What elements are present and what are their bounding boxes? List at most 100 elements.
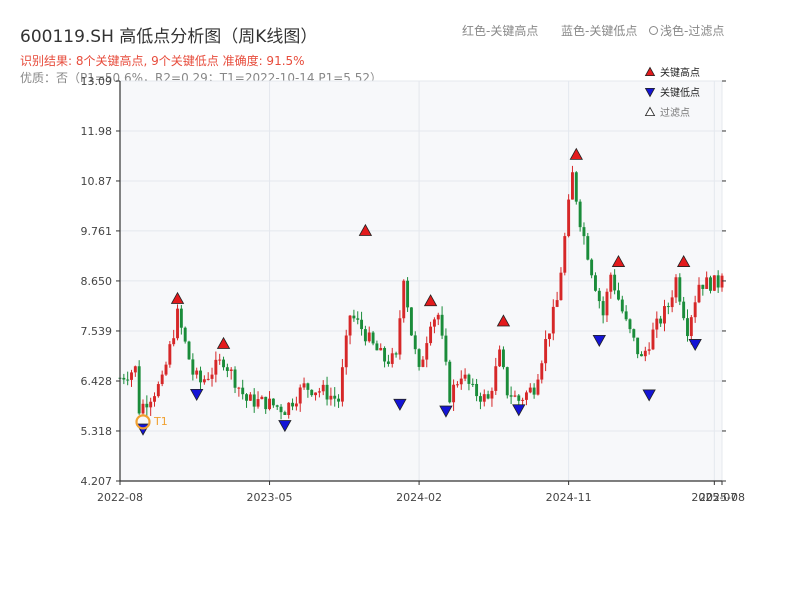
candle-body [218, 359, 222, 361]
candle-body [302, 383, 306, 388]
candle-body [275, 405, 279, 407]
candle-body [133, 366, 137, 373]
pivot-markers: T1 [135, 147, 702, 436]
key-high-marker [358, 223, 373, 236]
candle-body [659, 318, 663, 324]
legend-label: 关键低点 [660, 86, 700, 99]
candle-body [436, 314, 440, 320]
candle-body [225, 367, 229, 371]
candle-body [356, 318, 360, 320]
candle-body [471, 383, 475, 385]
key-high-marker [569, 147, 583, 160]
y-tick-label: 9.761 [81, 225, 113, 238]
key-high-marker [676, 254, 691, 267]
candle-body [145, 403, 149, 408]
candle-body [613, 274, 617, 291]
y-tick-label: 13.09 [81, 75, 113, 88]
candle-body [179, 308, 183, 328]
candle-body [624, 311, 628, 320]
candle-body [256, 399, 260, 407]
candle-body [279, 406, 283, 413]
candle-body [498, 349, 502, 367]
candle-body [720, 275, 724, 288]
key-low-marker [439, 405, 453, 418]
candle-body [337, 398, 341, 402]
candle-body [444, 335, 448, 362]
candle-body [233, 369, 237, 388]
candle-body [555, 300, 559, 307]
candle-body [164, 364, 168, 375]
legend-low-icon [644, 88, 656, 98]
candle-body [701, 284, 705, 289]
candle-body [509, 395, 513, 397]
candle-body [352, 315, 356, 319]
key-low-marker [190, 389, 204, 402]
candle-body [574, 172, 578, 202]
candle-body [666, 306, 670, 308]
legend-note-blue: 蓝色-关键低点 [561, 24, 638, 38]
candle-body [605, 291, 609, 316]
candle-body [340, 367, 344, 402]
candle-body [686, 318, 689, 337]
hollow-circle-icon [649, 26, 658, 35]
candle-body [547, 333, 551, 340]
candle-body [199, 370, 202, 383]
candle-body [298, 387, 302, 404]
candle-body [360, 319, 364, 330]
candle-body [126, 379, 130, 381]
key-low-marker [642, 389, 656, 402]
candle-body [567, 199, 571, 237]
t1-circle [135, 414, 151, 430]
candle-body [375, 343, 379, 351]
candle-body [344, 335, 348, 368]
y-tick-label: 4.207 [81, 475, 113, 488]
candle-body [563, 236, 567, 273]
candle-body [521, 399, 525, 401]
legend-note-light-text: 浅色-过滤点 [660, 24, 725, 38]
candle-body [248, 394, 252, 401]
candle-body [210, 374, 214, 379]
x-tick-label: 2025-08 [699, 491, 745, 504]
candle-body [478, 396, 482, 402]
candle-body [363, 329, 367, 342]
x-tick-label: 2025-07 [691, 491, 737, 504]
x-tick-label: 2024-11 [546, 491, 592, 504]
candle-body [432, 319, 436, 327]
candle-body [402, 280, 406, 319]
candle-body [582, 227, 586, 237]
candle-body [501, 349, 505, 368]
candle-body [655, 318, 659, 330]
candle-body [682, 301, 686, 319]
candle-body [647, 349, 651, 351]
key-high-marker [423, 294, 438, 307]
candle-body [455, 384, 459, 386]
legend-label: 关键高点 [660, 66, 700, 79]
candle-body [141, 403, 145, 414]
candle-body [317, 391, 321, 393]
x-tick-label: 2022-08 [97, 491, 143, 504]
candle-body [697, 284, 701, 303]
candle-body [544, 339, 548, 364]
candle-body [425, 343, 429, 360]
candle-body [398, 318, 402, 355]
candle-body [329, 395, 333, 400]
y-tick-label: 6.428 [81, 375, 113, 388]
candle-body [149, 401, 153, 408]
candle-body [241, 387, 245, 395]
candle-body [367, 332, 371, 342]
candle-body [601, 301, 605, 316]
candle-body [260, 396, 264, 400]
candle-body [421, 359, 425, 367]
candle-body [130, 372, 133, 380]
candle-body [689, 317, 693, 337]
candle-body [505, 367, 509, 396]
candle-body [417, 349, 421, 367]
candle-body [183, 327, 187, 342]
candle-body [551, 306, 555, 334]
candle-body [528, 387, 532, 393]
x-tick-label: 2024-02 [396, 491, 442, 504]
candle-body [271, 398, 275, 406]
key-high-marker [170, 291, 185, 304]
candle-body [467, 374, 471, 384]
candle-body [571, 172, 574, 200]
